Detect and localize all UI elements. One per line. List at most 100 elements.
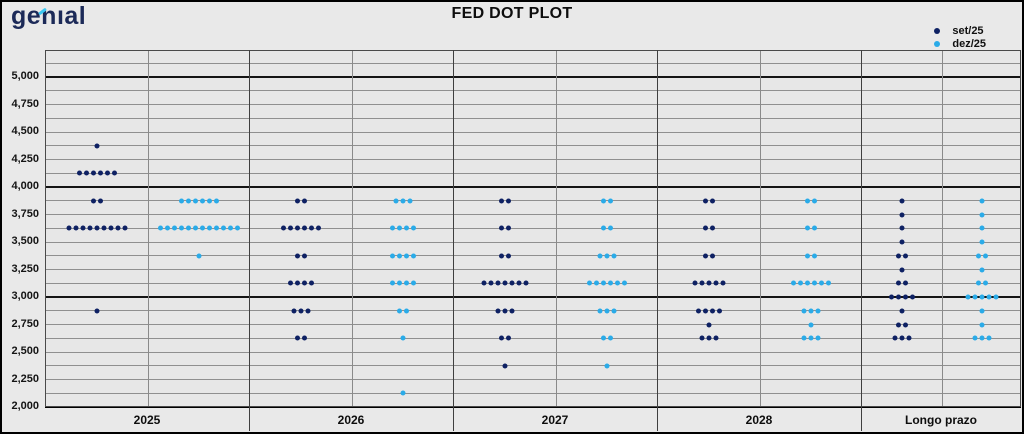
y-tick-label: 4,000	[11, 180, 39, 192]
fomc-dot	[815, 308, 821, 314]
legend: set/25 dez/25	[934, 24, 986, 50]
dot-row-dez/25-Longo prazo-3750	[979, 212, 985, 217]
fomc-dot	[976, 280, 981, 286]
dot-row-set/25-2025-3875	[91, 198, 103, 204]
fomc-dot	[906, 335, 912, 341]
dot-row-dez/25-2026-2875	[397, 308, 409, 314]
dot-row-dez/25-Longo prazo-3875	[979, 198, 985, 204]
gridline-minor	[46, 104, 1020, 105]
fomc-dot	[400, 198, 406, 204]
subcolumn-separator	[760, 51, 761, 406]
column-separator	[860, 50, 862, 431]
fomc-dot	[608, 225, 613, 231]
dot-row-set/25-2028-2625	[699, 335, 719, 341]
fomc-dot	[979, 335, 985, 341]
gridline-major	[46, 76, 1020, 78]
gridline-minor	[46, 365, 1020, 367]
gridline-major	[46, 296, 1020, 298]
gridline-minor	[46, 255, 1020, 257]
fomc-dot	[80, 225, 86, 231]
fomc-dot	[812, 280, 817, 286]
dot-row-set/25-2025-2875	[94, 308, 100, 314]
fomc-dot	[295, 280, 300, 286]
x-category-label: 2028	[745, 413, 773, 427]
x-category-label: Longo prazo	[905, 413, 977, 427]
fomc-dot	[91, 198, 96, 204]
dot-row-dez/25-Longo prazo-2625	[972, 335, 992, 341]
fomc-dot	[523, 280, 529, 286]
fomc-dot	[601, 280, 606, 286]
fomc-dot	[404, 308, 409, 314]
dot-row-set/25-Longo prazo-3250	[899, 267, 905, 272]
fomc-dot	[77, 170, 82, 176]
fomc-dot	[407, 198, 413, 204]
fomc-dot	[499, 198, 504, 204]
column-separator	[452, 50, 454, 431]
fomc-dot	[812, 253, 817, 259]
gridline-minor	[46, 337, 1020, 339]
legend-item-dez25: dez/25	[934, 37, 986, 50]
fomc-dot	[706, 335, 712, 341]
fomc-dot	[397, 308, 402, 314]
fomc-dot	[899, 198, 905, 204]
fomc-dot	[295, 335, 300, 341]
fomc-dot	[899, 212, 905, 217]
fomc-dot	[706, 280, 712, 286]
dot-row-set/25-2026-3125	[288, 280, 314, 286]
dot-row-dez/25-2026-3125	[390, 280, 416, 286]
x-category-label: 2026	[337, 413, 365, 427]
fomc-dot	[710, 308, 715, 314]
fomc-dot	[302, 335, 307, 341]
fomc-dot	[597, 253, 603, 259]
fomc-dot	[604, 363, 610, 369]
column-separator	[656, 50, 658, 431]
fomc-dot	[896, 322, 901, 327]
gridline-minor	[46, 392, 1020, 394]
fomc-dot	[411, 225, 416, 231]
fomc-dot	[805, 253, 810, 259]
subcolumn-separator	[352, 51, 353, 406]
y-tick-label: 4,250	[11, 152, 39, 165]
dot-row-dez/25-2028-3625	[805, 225, 817, 231]
genial-logo-text: genıal	[11, 2, 87, 30]
fomc-dot	[965, 294, 971, 300]
fomc-dot	[509, 308, 515, 314]
fomc-dot	[200, 225, 205, 231]
fomc-dot	[73, 225, 79, 231]
dot-row-set/25-2027-2625	[499, 335, 511, 341]
fomc-dot	[404, 253, 409, 259]
subcolumn-separator	[942, 51, 943, 406]
dot-row-set/25-2028-2875	[696, 308, 722, 314]
fomc-dot	[808, 335, 814, 341]
fomc-dot	[696, 308, 701, 314]
y-tick-label: 3,750	[11, 207, 39, 220]
dot-row-set/25-2027-3625	[499, 225, 511, 231]
fomc-dot	[903, 322, 908, 327]
fomc-dot	[193, 225, 198, 231]
y-tick-label: 3,500	[11, 235, 39, 247]
fomc-dot	[305, 308, 311, 314]
fomc-dot	[979, 322, 985, 327]
dot-row-set/25-Longo prazo-2875	[899, 308, 905, 314]
fomc-dot	[390, 225, 395, 231]
fomc-dot	[979, 225, 985, 231]
fomc-dot	[791, 280, 796, 286]
dot-row-set/25-2025-3625	[66, 225, 128, 231]
dot-row-dez/25-2026-3375	[390, 253, 416, 259]
fomc-dot	[983, 253, 988, 259]
dot-row-set/25-2027-3125	[481, 280, 529, 286]
gridline-minor	[46, 324, 1020, 325]
fomc-dot	[506, 335, 511, 341]
dot-row-set/25-Longo prazo-2750	[896, 322, 908, 327]
fomc-dot	[979, 308, 985, 314]
legend-label-set25: set/25	[952, 24, 984, 37]
dot-row-dez/25-2027-2375	[604, 363, 610, 369]
fomc-dot	[101, 225, 107, 231]
fomc-dot	[495, 280, 501, 286]
dot-row-set/25-2028-3125	[692, 280, 726, 286]
fomc-dot	[302, 253, 307, 259]
fomc-dot	[717, 308, 722, 314]
fomc-dot	[506, 253, 511, 259]
fomc-dot	[896, 280, 901, 286]
fomc-dot	[400, 390, 406, 396]
